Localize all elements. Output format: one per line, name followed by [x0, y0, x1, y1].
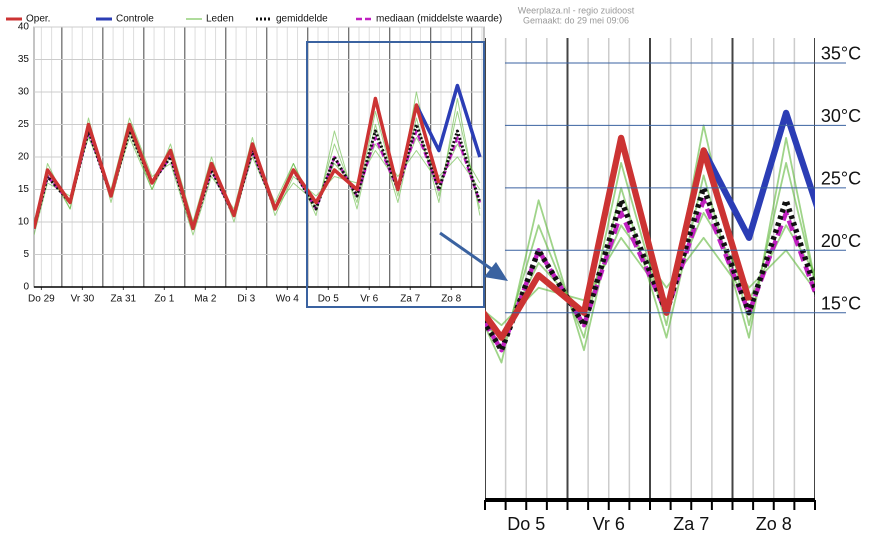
series-group [34, 83, 482, 236]
y-tick-label: 35 [18, 54, 30, 65]
x-tick-label: Vr 6 [360, 294, 378, 305]
inset-chart: 15°C 20°C 25°C 30°C 35°C Do 5 Vr 6 Za 7 Zo 8 [484, 38, 861, 534]
y-tick-label: 35°C [821, 44, 861, 64]
x-tick-label: Do 5 [507, 514, 545, 534]
y-tick-label: 25 [18, 119, 30, 130]
y-tick-label: 15°C [821, 293, 861, 313]
legend-label: Controle [116, 14, 154, 25]
series-line [414, 83, 482, 158]
x-tick-label: Za 31 [111, 294, 137, 305]
legend-label: gemiddelde [276, 14, 328, 25]
x-tick-label: Za 7 [400, 294, 420, 305]
legend: Oper. Controle Leden gemiddelde mediaan (mid… [6, 14, 502, 25]
y-tick-label: 40 [18, 22, 30, 33]
y-tick-label: 5 [23, 249, 29, 260]
main-chart: 0 5 10 15 20 25 30 35 40 Do 29 Vr 30 Za 31 Zo 1 Ma 2 D… [18, 22, 485, 305]
x-tick-label: Wo 4 [276, 294, 300, 305]
series-group [485, 109, 815, 364]
x-tick-label: Do 29 [28, 294, 55, 305]
y-tick-label: 30°C [821, 106, 861, 126]
created: Gemaakt: do 29 mei 09:06 [523, 15, 629, 25]
source: Weerplaza.nl - regio zuidoost [518, 5, 635, 15]
x-tick-label: Di 3 [237, 294, 255, 305]
x-tick-label: Vr 6 [593, 514, 625, 534]
series-line [700, 109, 815, 241]
x-tick-label: Vr 30 [71, 294, 95, 305]
y-tick-label: 0 [23, 282, 29, 293]
y-tick-label: 20°C [821, 231, 861, 251]
x-tick-label: Za 7 [673, 514, 709, 534]
x-tick-label: Ma 2 [194, 294, 217, 305]
member-line [485, 137, 815, 364]
y-tick-label: 20 [18, 152, 30, 163]
x-tick-label: Zo 8 [441, 294, 461, 305]
zoom-arrowhead [484, 262, 508, 281]
series-line [485, 134, 753, 341]
zoom-arrow [439, 231, 501, 277]
y-tick-label: 15 [18, 184, 30, 195]
legend-label: Leden [206, 14, 234, 25]
y-tick-label: 25°C [821, 169, 861, 189]
y-tick-label: 10 [18, 217, 30, 228]
legend-label: mediaan (middelste waarde) [376, 14, 502, 25]
legend-label: Oper. [26, 14, 50, 25]
x-tick-label: Zo 1 [154, 294, 174, 305]
zoom-frame [306, 41, 485, 308]
y-tick-label: 30 [18, 87, 30, 98]
x-tick-label: Do 5 [318, 294, 340, 305]
inset-vgrid [485, 38, 815, 500]
x-tick-label: Zo 8 [756, 514, 792, 534]
series-line [34, 96, 441, 231]
